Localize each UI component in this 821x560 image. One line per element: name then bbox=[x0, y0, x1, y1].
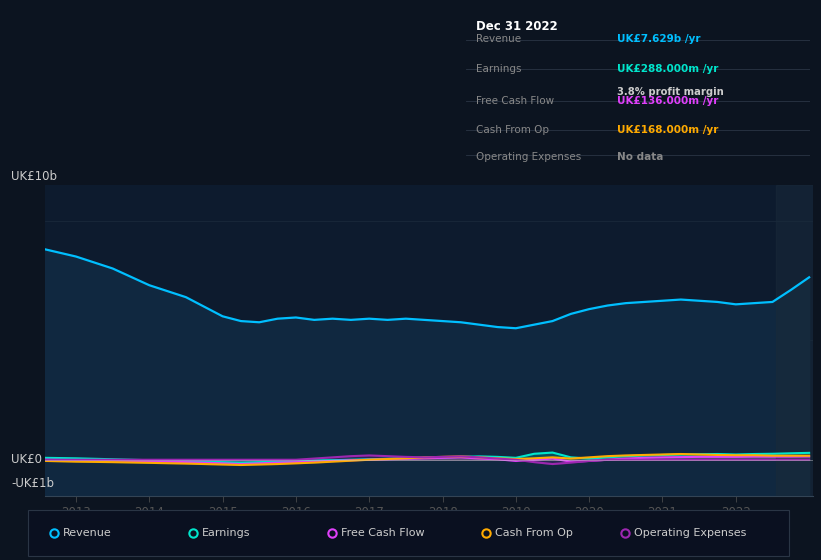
Text: Earnings: Earnings bbox=[202, 528, 250, 538]
Text: Dec 31 2022: Dec 31 2022 bbox=[476, 20, 557, 32]
Text: -UK£1b: -UK£1b bbox=[11, 477, 54, 490]
Text: Cash From Op: Cash From Op bbox=[476, 125, 549, 135]
Text: Operating Expenses: Operating Expenses bbox=[635, 528, 746, 538]
Text: Free Cash Flow: Free Cash Flow bbox=[476, 96, 554, 106]
FancyBboxPatch shape bbox=[29, 510, 789, 556]
Text: UK£168.000m /yr: UK£168.000m /yr bbox=[617, 125, 718, 135]
Text: UK£136.000m /yr: UK£136.000m /yr bbox=[617, 96, 718, 106]
Text: Revenue: Revenue bbox=[63, 528, 112, 538]
Text: No data: No data bbox=[617, 152, 663, 162]
Text: Free Cash Flow: Free Cash Flow bbox=[341, 528, 424, 538]
Text: UK£7.629b /yr: UK£7.629b /yr bbox=[617, 34, 701, 44]
Text: 3.8% profit margin: 3.8% profit margin bbox=[617, 87, 724, 97]
Text: UK£10b: UK£10b bbox=[11, 170, 57, 183]
Text: Earnings: Earnings bbox=[476, 64, 521, 74]
Text: UK£0: UK£0 bbox=[11, 453, 43, 466]
Bar bbox=[776, 185, 816, 496]
Text: Revenue: Revenue bbox=[476, 34, 521, 44]
Text: UK£288.000m /yr: UK£288.000m /yr bbox=[617, 64, 718, 74]
Text: Operating Expenses: Operating Expenses bbox=[476, 152, 581, 162]
Text: Cash From Op: Cash From Op bbox=[495, 528, 573, 538]
